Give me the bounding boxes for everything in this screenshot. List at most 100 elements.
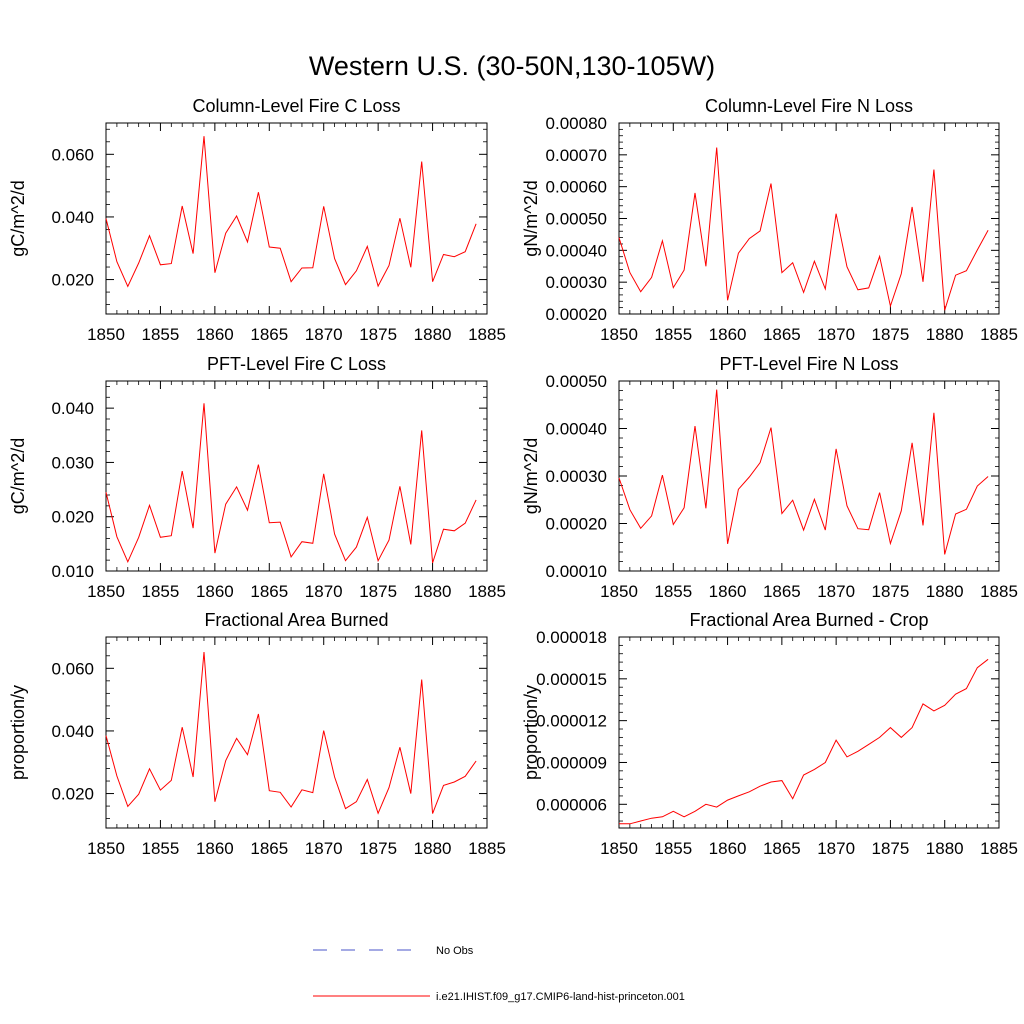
figure-title: Western U.S. (30-50N,130-105W) <box>309 51 715 81</box>
x-tick-label: 1870 <box>305 582 343 601</box>
y-tick-label: 0.00040 <box>546 420 607 439</box>
chart-panels: Column-Level Fire C Loss gC/m^2/d 1850 1855… <box>8 96 1018 858</box>
x-tick-label: 1860 <box>196 325 234 344</box>
x-tick-label: 1860 <box>196 839 234 858</box>
series-line-1 <box>618 147 989 311</box>
x-tick-label: 1860 <box>709 582 747 601</box>
panel-title: Fractional Area Burned - Crop <box>689 610 928 630</box>
chart-panel-5: Fractional Area Burned proportion/y 1850 18… <box>8 610 506 858</box>
y-axis-label: gC/m^2/d <box>8 180 28 256</box>
x-tick-label: 1875 <box>359 325 397 344</box>
x-tick-label: 1855 <box>654 325 692 344</box>
x-tick-label: 1875 <box>359 839 397 858</box>
y-tick-label: 0.010 <box>51 562 94 581</box>
y-tick-label: 0.00020 <box>546 515 607 534</box>
y-tick-label: 0.040 <box>51 722 94 741</box>
x-tick-label: 1870 <box>817 325 855 344</box>
x-tick-label: 1855 <box>142 839 180 858</box>
x-tick-label: 1885 <box>468 582 506 601</box>
y-tick-label: 0.00050 <box>546 210 607 229</box>
y-tick-label: 0.00030 <box>546 467 607 486</box>
x-tick-label: 1850 <box>600 839 638 858</box>
x-tick-label: 1865 <box>250 582 288 601</box>
y-tick-label: 0.00080 <box>546 114 607 133</box>
y-tick-label: 0.040 <box>51 208 94 227</box>
x-tick-label: 1865 <box>250 839 288 858</box>
x-tick-label: 1880 <box>926 582 964 601</box>
legend: No Obs i.e21.IHIST.f09_g17.CMIP6-land-hi… <box>313 945 685 1003</box>
y-tick-label: 0.060 <box>51 145 94 164</box>
panel-title: Fractional Area Burned <box>204 610 388 630</box>
y-tick-label: 0.020 <box>51 271 94 290</box>
series-line-1 <box>105 136 477 288</box>
x-tick-label: 1865 <box>250 325 288 344</box>
series-line-1 <box>105 651 477 815</box>
y-tick-label: 0.00060 <box>546 178 607 197</box>
panel-title: Column-Level Fire N Loss <box>705 96 913 116</box>
panel-title: Column-Level Fire C Loss <box>192 96 400 116</box>
chart-panel-1: Column-Level Fire C Loss gC/m^2/d 1850 1855… <box>8 96 506 344</box>
y-tick-label: 0.030 <box>51 453 94 472</box>
x-tick-label: 1865 <box>763 582 801 601</box>
plot-frame <box>105 122 488 315</box>
x-tick-label: 1870 <box>817 582 855 601</box>
series-line-1 <box>619 658 989 825</box>
chart-panel-2: Column-Level Fire N Loss gN/m^2/d 1850 1855… <box>521 96 1018 344</box>
x-tick-label: 1880 <box>414 582 452 601</box>
series-line-1 <box>618 389 989 555</box>
x-tick-label: 1860 <box>709 839 747 858</box>
x-tick-label: 1885 <box>980 839 1018 858</box>
x-tick-label: 1880 <box>414 325 452 344</box>
y-tick-label: 0.000018 <box>536 628 607 647</box>
x-tick-label: 1850 <box>87 582 125 601</box>
y-tick-label: 0.00030 <box>546 273 607 292</box>
y-tick-label: 0.000012 <box>536 712 607 731</box>
x-tick-label: 1850 <box>600 582 638 601</box>
y-axis-label: proportion/y <box>8 685 28 780</box>
y-tick-label: 0.00010 <box>546 562 607 581</box>
chart-panel-6: Fractional Area Burned - Crop proportion/… <box>521 610 1018 858</box>
x-tick-label: 1885 <box>468 325 506 344</box>
y-tick-label: 0.00050 <box>546 372 607 391</box>
x-tick-label: 1855 <box>654 839 692 858</box>
x-tick-label: 1870 <box>305 839 343 858</box>
y-tick-label: 0.000015 <box>536 670 607 689</box>
x-tick-label: 1875 <box>872 325 910 344</box>
chart-panel-4: PFT-Level Fire N Loss gN/m^2/d 1850 1855 186… <box>521 354 1018 601</box>
x-tick-label: 1885 <box>980 582 1018 601</box>
x-tick-label: 1850 <box>600 325 638 344</box>
x-tick-label: 1880 <box>926 325 964 344</box>
x-tick-label: 1880 <box>414 839 452 858</box>
y-tick-label: 0.000006 <box>536 795 607 814</box>
x-tick-label: 1855 <box>654 582 692 601</box>
x-tick-label: 1880 <box>926 839 964 858</box>
y-axis-label: proportion/y <box>521 685 541 780</box>
panel-title: PFT-Level Fire N Loss <box>719 354 898 374</box>
y-tick-label: 0.020 <box>51 508 94 527</box>
plot-frame <box>618 122 1000 315</box>
x-tick-label: 1875 <box>872 839 910 858</box>
series-line-1 <box>105 403 477 564</box>
y-tick-label: 0.020 <box>51 785 94 804</box>
x-tick-label: 1870 <box>305 325 343 344</box>
legend-label-model-run: i.e21.IHIST.f09_g17.CMIP6-land-hist-prin… <box>436 991 685 1003</box>
x-tick-label: 1885 <box>980 325 1018 344</box>
x-tick-label: 1860 <box>196 582 234 601</box>
y-axis-label: gN/m^2/d <box>521 438 541 514</box>
plot-frame <box>105 636 488 829</box>
x-tick-label: 1850 <box>87 325 125 344</box>
x-tick-label: 1865 <box>763 839 801 858</box>
plot-frame <box>105 380 488 572</box>
x-tick-label: 1860 <box>709 325 747 344</box>
y-axis-label: gC/m^2/d <box>8 438 28 514</box>
legend-label-no-obs: No Obs <box>436 945 474 957</box>
x-tick-label: 1875 <box>359 582 397 601</box>
y-tick-label: 0.00020 <box>546 305 607 324</box>
y-tick-label: 0.060 <box>51 659 94 678</box>
y-tick-label: 0.000009 <box>536 753 607 772</box>
x-tick-label: 1885 <box>468 839 506 858</box>
x-tick-label: 1870 <box>817 839 855 858</box>
x-tick-label: 1865 <box>763 325 801 344</box>
x-tick-label: 1855 <box>142 582 180 601</box>
